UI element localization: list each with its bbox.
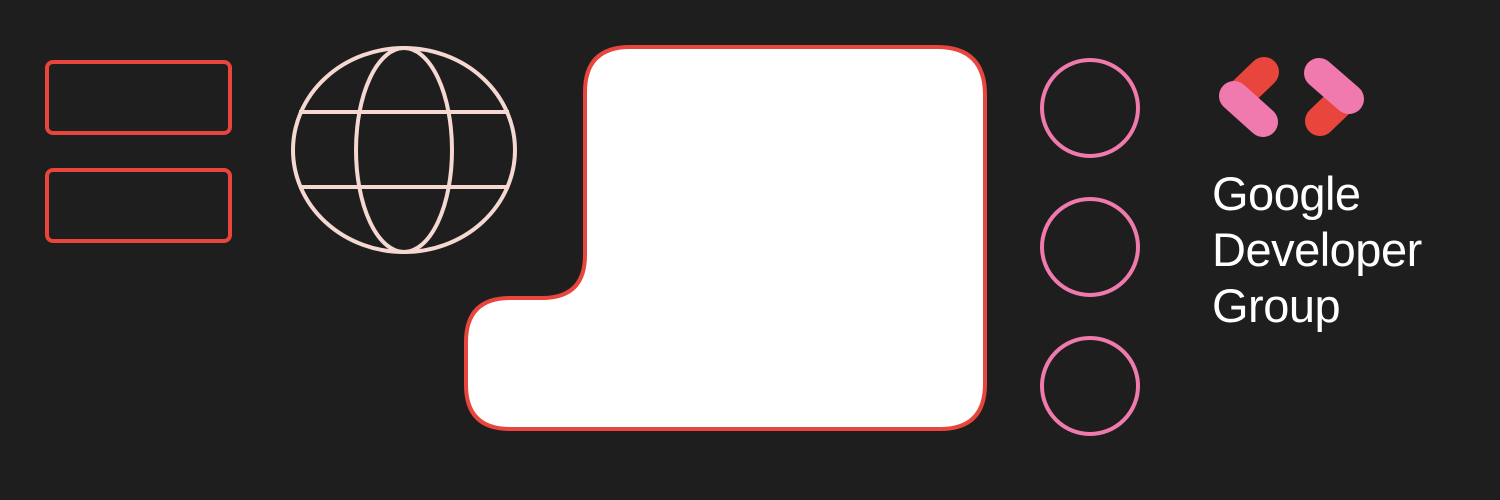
content-card: [464, 45, 987, 431]
brand-line-group: Group: [1212, 279, 1341, 332]
stacked-rectangles: [45, 60, 232, 243]
brand-line-developer: Developer: [1212, 223, 1422, 276]
circle-stack: [1040, 58, 1140, 436]
circle-middle: [1040, 197, 1140, 297]
brand-line-google: Google: [1212, 167, 1361, 220]
bottom-rectangle: [45, 168, 232, 243]
brand-wordmark: Google Developer Group: [1212, 166, 1422, 334]
circle-bottom: [1040, 336, 1140, 436]
circle-top: [1040, 58, 1140, 158]
top-rectangle: [45, 60, 232, 135]
google-developers-logo-icon: [1219, 57, 1364, 137]
globe-icon: [291, 46, 517, 254]
